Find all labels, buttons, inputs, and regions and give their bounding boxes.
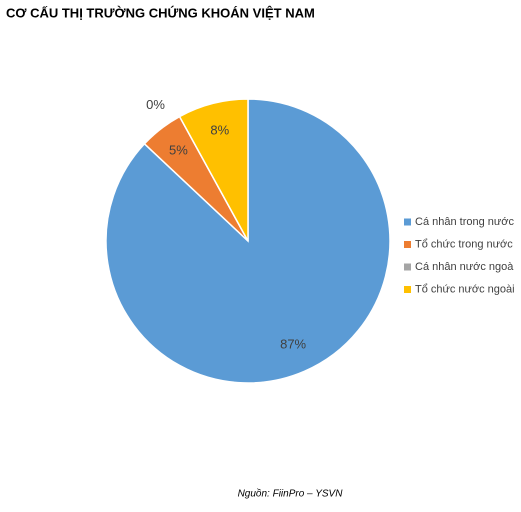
data-label: 0% bbox=[146, 97, 165, 112]
legend-swatch bbox=[404, 218, 411, 226]
legend-label: Tổ chức trong nước bbox=[415, 238, 513, 250]
legend-label: Tổ chức nước ngoài bbox=[415, 283, 515, 295]
legend-label: Cá nhân trong nước bbox=[415, 216, 514, 228]
legend-swatch bbox=[404, 286, 411, 293]
data-label: 8% bbox=[210, 122, 229, 137]
chart-title: CƠ CẤU THỊ TRƯỜNG CHỨNG KHOÁN VIỆT NAM bbox=[6, 5, 315, 20]
source-note: Nguồn: FiinPro – YSVN bbox=[238, 488, 344, 500]
legend-swatch bbox=[404, 241, 411, 248]
legend-label: Cá nhân nước ngoà bbox=[415, 261, 514, 273]
pie-slice bbox=[178, 98, 249, 242]
pie-slice bbox=[105, 98, 391, 384]
data-label: 5% bbox=[169, 143, 188, 158]
data-label: 87% bbox=[280, 337, 306, 352]
legend-swatch bbox=[404, 263, 411, 271]
